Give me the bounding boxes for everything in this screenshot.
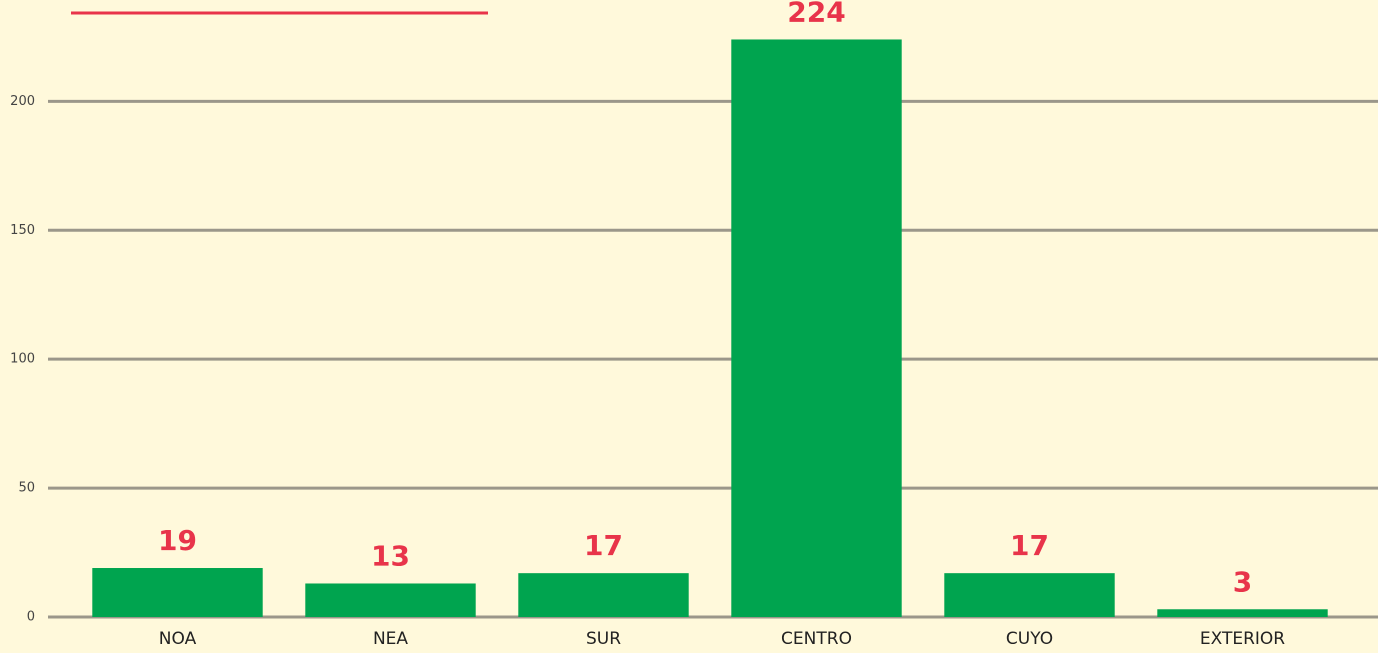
y-tick-label: 100 — [10, 352, 35, 367]
bar — [92, 568, 263, 617]
x-tick-label: NOA — [159, 629, 197, 649]
x-tick-label: SUR — [586, 629, 621, 649]
bar — [1157, 609, 1328, 617]
bar — [731, 39, 902, 618]
bar — [944, 573, 1115, 617]
y-tick-label: 50 — [18, 481, 35, 496]
bar — [305, 583, 476, 617]
bar — [518, 573, 689, 617]
x-tick-label: EXTERIOR — [1200, 629, 1285, 649]
x-tick-label: CENTRO — [781, 629, 852, 649]
value-label: 19 — [158, 524, 197, 557]
x-tick-label: CUYO — [1006, 629, 1053, 649]
value-label: 13 — [371, 539, 410, 572]
value-label: 17 — [1010, 529, 1049, 562]
value-label: 3 — [1233, 565, 1252, 598]
value-label: 17 — [584, 529, 623, 562]
y-tick-label: 150 — [10, 223, 35, 238]
x-tick-label: NEA — [373, 629, 408, 649]
value-label: 224 — [787, 0, 845, 28]
y-tick-label: 0 — [27, 610, 35, 625]
y-tick-label: 200 — [10, 94, 35, 109]
